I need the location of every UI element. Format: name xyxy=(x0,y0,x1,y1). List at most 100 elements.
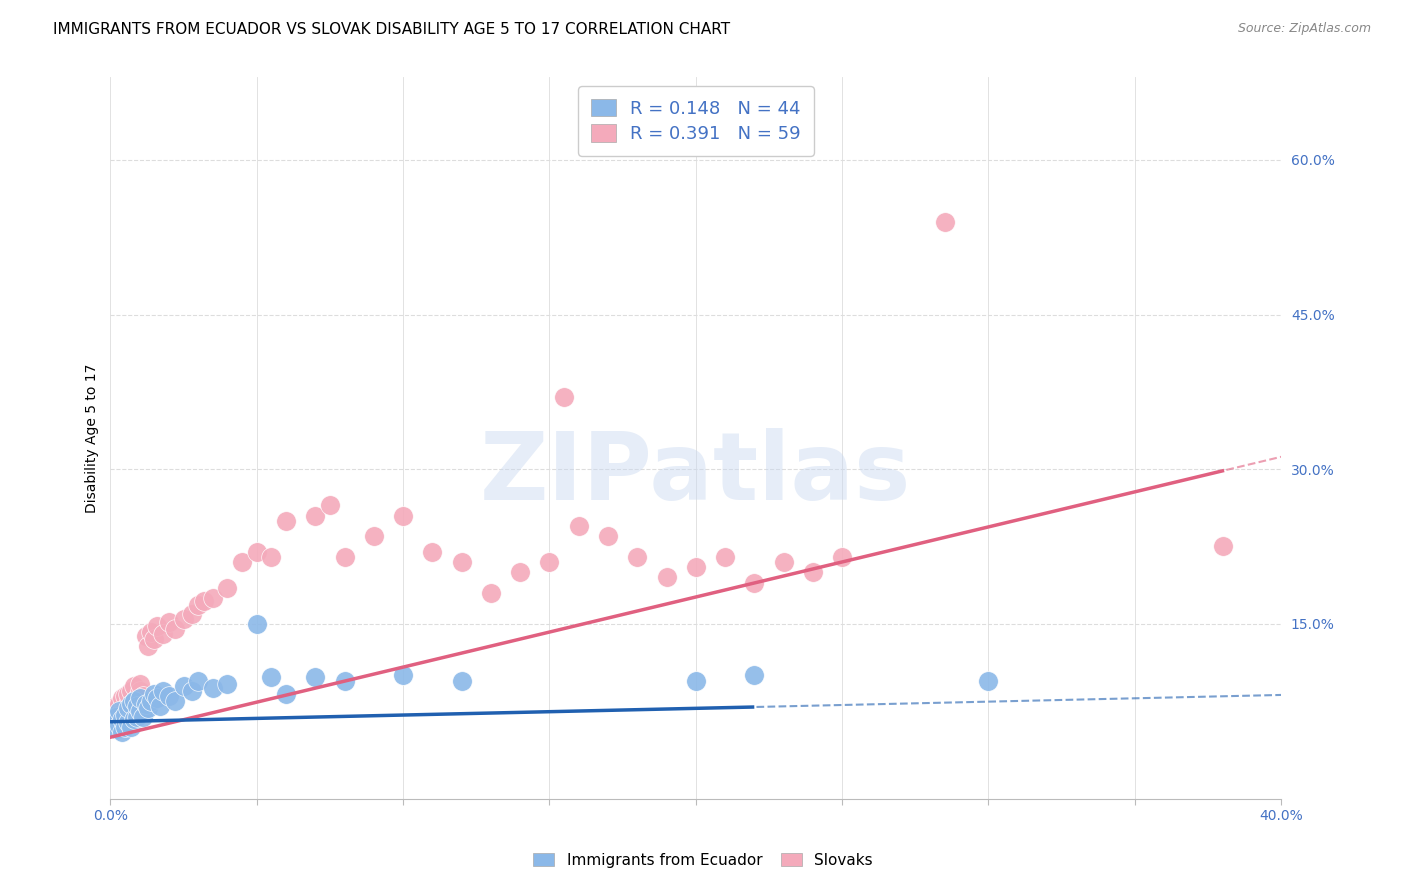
Point xyxy=(274,687,297,701)
Point xyxy=(152,683,174,698)
Point xyxy=(135,697,157,711)
Point xyxy=(163,622,186,636)
Point xyxy=(187,673,209,688)
Point xyxy=(108,718,131,732)
Point xyxy=(120,697,142,711)
Point xyxy=(274,514,297,528)
Point xyxy=(772,555,794,569)
Point xyxy=(108,705,131,719)
Point xyxy=(152,627,174,641)
Point xyxy=(655,570,678,584)
Point xyxy=(122,694,145,708)
Text: Source: ZipAtlas.com: Source: ZipAtlas.com xyxy=(1237,22,1371,36)
Point xyxy=(117,687,139,701)
Point xyxy=(157,615,180,629)
Point xyxy=(246,544,269,558)
Point xyxy=(143,632,166,647)
Point xyxy=(143,687,166,701)
Point xyxy=(128,683,150,698)
Point xyxy=(363,529,385,543)
Point xyxy=(304,670,326,684)
Point xyxy=(135,629,157,643)
Point xyxy=(114,707,136,722)
Point xyxy=(422,544,444,558)
Point xyxy=(333,673,356,688)
Point xyxy=(231,555,253,569)
Point xyxy=(538,555,561,569)
Point xyxy=(108,709,131,723)
Point xyxy=(173,679,195,693)
Point xyxy=(450,555,472,569)
Point xyxy=(120,701,142,715)
Point xyxy=(304,508,326,523)
Point xyxy=(163,694,186,708)
Point xyxy=(181,607,204,621)
Point xyxy=(103,714,125,729)
Point xyxy=(149,699,172,714)
Text: ZIPatlas: ZIPatlas xyxy=(479,428,911,520)
Point xyxy=(333,549,356,564)
Point xyxy=(114,689,136,703)
Point xyxy=(450,673,472,688)
Point xyxy=(128,676,150,690)
Point xyxy=(131,689,153,703)
Point xyxy=(685,673,707,688)
Point xyxy=(105,699,128,714)
Point xyxy=(157,689,180,703)
Point xyxy=(260,549,283,564)
Point xyxy=(125,699,148,714)
Point xyxy=(1212,540,1234,554)
Point xyxy=(105,722,128,736)
Point xyxy=(181,683,204,698)
Point xyxy=(105,709,128,723)
Point xyxy=(568,519,591,533)
Point xyxy=(934,215,956,229)
Point xyxy=(111,705,134,719)
Point xyxy=(217,676,239,690)
Point xyxy=(125,691,148,706)
Point xyxy=(111,691,134,706)
Point xyxy=(714,549,737,564)
Point xyxy=(120,683,142,698)
Point xyxy=(392,668,415,682)
Point xyxy=(111,712,134,726)
Point xyxy=(105,712,128,726)
Point xyxy=(801,566,824,580)
Point xyxy=(260,670,283,684)
Point xyxy=(125,709,148,723)
Point xyxy=(596,529,619,543)
Point xyxy=(117,714,139,729)
Point xyxy=(122,679,145,693)
Point xyxy=(111,725,134,739)
Point xyxy=(319,498,342,512)
Point xyxy=(146,619,169,633)
Point xyxy=(246,616,269,631)
Point xyxy=(141,625,163,640)
Point xyxy=(138,701,160,715)
Point xyxy=(141,694,163,708)
Point xyxy=(128,691,150,706)
Point xyxy=(108,697,131,711)
Point xyxy=(193,594,215,608)
Point xyxy=(201,681,224,695)
Point xyxy=(138,640,160,654)
Point xyxy=(173,612,195,626)
Point xyxy=(122,712,145,726)
Point xyxy=(201,591,224,605)
Point xyxy=(128,705,150,719)
Point xyxy=(744,575,766,590)
Point xyxy=(977,673,1000,688)
Point xyxy=(114,701,136,715)
Point xyxy=(479,586,502,600)
Point xyxy=(114,720,136,734)
Point xyxy=(103,714,125,729)
Legend: R = 0.148   N = 44, R = 0.391   N = 59: R = 0.148 N = 44, R = 0.391 N = 59 xyxy=(578,87,814,156)
Point xyxy=(685,560,707,574)
Y-axis label: Disability Age 5 to 17: Disability Age 5 to 17 xyxy=(86,364,100,513)
Point xyxy=(122,694,145,708)
Point xyxy=(626,549,648,564)
Point xyxy=(744,668,766,682)
Point xyxy=(217,581,239,595)
Point xyxy=(146,691,169,706)
Point xyxy=(131,709,153,723)
